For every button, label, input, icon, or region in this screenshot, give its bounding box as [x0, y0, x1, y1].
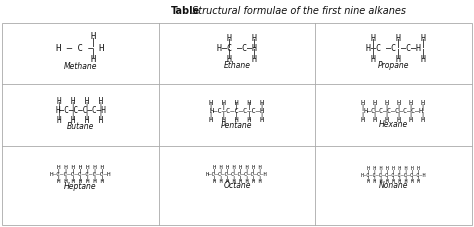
Text: |: | — [64, 38, 97, 47]
Text: H H H H H H H: H H H H H H H — [57, 179, 104, 184]
Text: H    H: H H — [217, 54, 257, 63]
Text: | | | | | | |: | | | | | | | — [57, 167, 104, 173]
Text: |    |    |: | | | — [361, 49, 426, 58]
Text: H  H  H  H  H  H: H H H H H H — [361, 100, 425, 106]
Text: H–C–C–C–C–C–C–C–C–H: H–C–C–C–C–C–C–C–C–H — [206, 172, 268, 177]
Text: |  |  |  |: | | | | — [57, 111, 104, 119]
Text: |  |  |  |: | | | | — [57, 101, 104, 110]
Text: H  H  H  H  H: H H H H H — [210, 99, 264, 105]
Text: | | | | | | | |: | | | | | | | | — [213, 175, 261, 180]
Text: | | | | | | | | |: | | | | | | | | | — [367, 175, 420, 180]
Text: Table: Table — [171, 6, 200, 16]
Text: Hexane: Hexane — [379, 120, 408, 129]
Text: | | | | | | |: | | | | | | | — [57, 175, 104, 180]
Text: H H H H H H H H: H H H H H H H H — [213, 165, 261, 170]
Text: H H H H H H H H: H H H H H H H H — [213, 178, 261, 183]
Text: H–C–C–C–C–C–C–H: H–C–C–C–C–C–C–H — [364, 108, 423, 114]
Text: H H H H H H H: H H H H H H H — [57, 164, 104, 169]
Text: H  H  H  H: H H H H — [57, 96, 104, 105]
Text: Propane: Propane — [378, 61, 409, 69]
Text: H: H — [64, 55, 97, 64]
Text: H–C–C–C–C–H: H–C–C–C–C–H — [55, 106, 106, 115]
Text: Nonane: Nonane — [379, 180, 408, 189]
Text: |  |  |  |  |: | | | | | — [210, 103, 264, 110]
Text: Pentane: Pentane — [221, 120, 253, 129]
Text: |  |  |  |  |  |: | | | | | | — [361, 112, 425, 119]
Text: H–C–C–C–C–C–C–C–H: H–C–C–C–C–C–C–C–H — [50, 171, 111, 176]
Text: |    |: | | — [217, 49, 257, 58]
Text: Octane: Octane — [223, 181, 251, 190]
Text: H    H    H: H H H — [361, 34, 426, 43]
Text: H: H — [64, 32, 97, 41]
Text: H  H  H  H  H: H H H H H — [210, 116, 264, 122]
Text: |    |    |: | | | — [361, 39, 426, 48]
Text: H–C–C–C–C–C–H: H–C–C–C–C–C–H — [210, 108, 264, 114]
Text: |  |  |  |  |: | | | | | — [210, 112, 264, 118]
Text: H H H H H H H H H: H H H H H H H H H — [367, 178, 420, 183]
Text: H  H  H  H  H  H: H H H H H H — [361, 116, 425, 122]
Text: H–C –C –C–H: H–C –C –C–H — [366, 44, 421, 53]
Text: H    H    H: H H H — [361, 54, 426, 63]
Text: Ethane: Ethane — [223, 61, 250, 69]
Text: H – C – H: H – C – H — [56, 44, 105, 52]
Text: H–C –C–H: H–C –C–H — [217, 44, 257, 53]
Text: |: | — [64, 49, 97, 58]
Text: | | | | | | | |: | | | | | | | | — [213, 168, 261, 173]
Text: H H H H H H H H H: H H H H H H H H H — [367, 165, 420, 170]
Text: H  H  H  H: H H H H — [57, 115, 104, 124]
Text: |    |: | | — [217, 39, 257, 48]
Text: Structural formulae of the first nine alkanes: Structural formulae of the first nine al… — [192, 6, 406, 16]
Text: H    H: H H — [217, 34, 257, 43]
Bar — [2, 24, 472, 225]
Text: Methane: Methane — [64, 62, 97, 70]
Text: Heptane: Heptane — [64, 181, 97, 190]
Text: H–C–C–C–C–C–C–C–C–C–H: H–C–C–C–C–C–C–C–C–C–H — [361, 172, 426, 177]
Text: |  |  |  |  |  |: | | | | | | — [361, 103, 425, 110]
Text: Butane: Butane — [67, 121, 94, 130]
Text: | | | | | | | | |: | | | | | | | | | — [367, 168, 420, 174]
